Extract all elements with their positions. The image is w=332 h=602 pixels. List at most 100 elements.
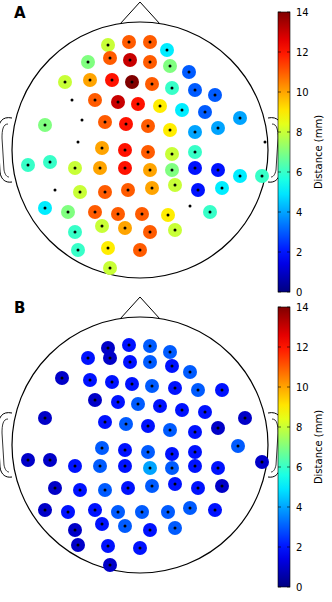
electrode-disc	[163, 345, 177, 359]
electrode	[48, 481, 62, 495]
electrode	[188, 459, 202, 473]
electrode-dot	[171, 169, 174, 172]
electrode-disc	[103, 558, 117, 572]
electrode-disc	[131, 397, 145, 411]
electrode	[131, 97, 145, 111]
electrode-dot	[117, 213, 120, 216]
electrode-disc	[111, 505, 125, 519]
electrode-disc	[133, 243, 147, 257]
electrode-disc	[98, 415, 112, 429]
electrode-dot	[174, 387, 177, 390]
electrode	[101, 38, 115, 52]
electrode	[111, 207, 125, 221]
electrode-dot	[101, 447, 104, 450]
electrode	[54, 189, 57, 192]
electrode-disc	[191, 481, 205, 495]
electrode	[71, 538, 85, 552]
electrode-dot	[169, 351, 172, 354]
electrode-dot	[181, 409, 184, 412]
electrode-disc	[121, 183, 135, 197]
electrode-disc	[168, 381, 182, 395]
colorbar-tick	[287, 212, 290, 213]
electrode-disc	[188, 125, 202, 139]
electrode	[43, 155, 57, 169]
electrode-dot	[109, 564, 112, 567]
electrode-disc	[168, 521, 182, 535]
head-circle	[12, 317, 268, 573]
electrode-disc	[118, 221, 132, 235]
electrode-disc	[101, 38, 115, 52]
colorbar-label: Distance (mm)	[313, 410, 324, 484]
electrode-disc	[88, 393, 102, 407]
electrode	[211, 421, 225, 435]
electrode-disc	[73, 185, 87, 199]
electrode-disc	[191, 383, 205, 397]
electrode	[168, 178, 182, 192]
electrode-disc	[165, 163, 179, 177]
electrode	[119, 117, 133, 131]
colorbar-tick	[287, 12, 290, 13]
colorbar-tick	[287, 172, 290, 173]
electrode-dot	[79, 489, 82, 492]
electrode-disc	[198, 405, 212, 419]
colorbar-tick	[278, 387, 281, 388]
electrode	[141, 145, 155, 159]
electrode	[71, 99, 74, 102]
electrode-dot	[124, 149, 127, 152]
electrode	[111, 395, 125, 409]
colorbar-tick-label: 10	[296, 87, 309, 98]
colorbar-tick	[287, 292, 290, 293]
electrode-disc	[103, 351, 117, 365]
colorbar-tick	[278, 292, 281, 293]
electrode-disc	[95, 141, 109, 155]
electrode	[188, 145, 202, 159]
electrode-disc	[143, 355, 157, 369]
electrode-dot	[221, 485, 224, 488]
panel: A02468101214Distance (mm)	[0, 2, 324, 298]
electrode-disc	[145, 379, 159, 393]
electrode-disc	[215, 181, 229, 195]
electrode-dot	[171, 365, 174, 368]
electrode	[43, 453, 57, 467]
electrode	[188, 125, 202, 139]
electrode	[101, 539, 115, 553]
electrode	[143, 55, 157, 69]
colorbar-tick	[278, 427, 281, 428]
electrode-dot	[204, 411, 207, 414]
electrode-dot	[151, 385, 154, 388]
electrode-disc	[168, 178, 182, 192]
electrode-dot	[64, 81, 67, 84]
electrode	[118, 161, 132, 175]
electrode-disc	[163, 123, 177, 137]
colorbar-tick	[287, 467, 290, 468]
figure: A02468101214Distance (mm)B02468101214Dis…	[0, 0, 332, 602]
electrode-disc	[143, 523, 157, 537]
electrode	[81, 119, 84, 122]
electrode-dot	[147, 125, 150, 128]
electrode-disc	[163, 423, 177, 437]
electrode-dot	[131, 383, 134, 386]
electrode-disc	[135, 505, 149, 519]
electrode-disc	[133, 541, 147, 555]
electrode-disc	[141, 145, 155, 159]
electrode-disc	[238, 411, 252, 425]
electrode-dot	[67, 511, 70, 514]
electrode	[118, 459, 132, 473]
electrode-dot	[194, 89, 197, 92]
electrode-dot	[149, 61, 152, 64]
electrode-dot	[129, 59, 132, 62]
electrode	[165, 81, 179, 95]
electrode-dot	[194, 451, 197, 454]
electrode-dot	[109, 267, 112, 270]
electrode-disc	[61, 205, 75, 219]
electrode-disc	[143, 461, 157, 475]
colorbar-tick	[287, 252, 290, 253]
electrode	[182, 65, 196, 79]
electrode	[165, 461, 179, 475]
electrode-disc	[61, 505, 75, 519]
electrode	[68, 161, 82, 175]
electrode-disc	[211, 421, 225, 435]
electrode-disc	[68, 523, 82, 537]
electrode-dot	[169, 65, 172, 68]
electrode-disc	[143, 163, 157, 177]
